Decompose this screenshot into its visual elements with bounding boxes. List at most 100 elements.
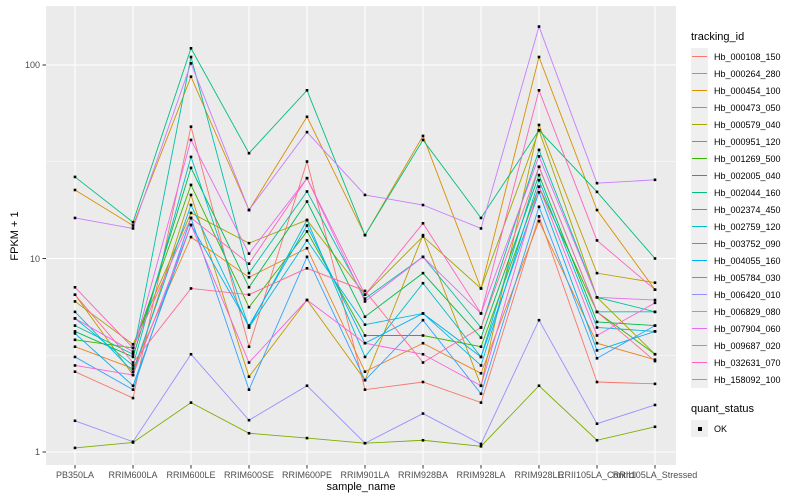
legend-label: Hb_158092_100 xyxy=(714,374,781,385)
data-point xyxy=(73,310,77,314)
data-point xyxy=(537,123,541,127)
legend-swatch xyxy=(691,320,708,337)
legend-label: Hb_002044_160 xyxy=(714,187,781,198)
data-point xyxy=(363,300,367,303)
legend-color-line xyxy=(692,157,707,160)
legend-swatch xyxy=(691,337,708,354)
legend-label: Hb_032631_070 xyxy=(714,357,781,368)
legend-entry: Hb_003752_090 xyxy=(691,235,781,252)
legend-label: Hb_000454_100 xyxy=(714,85,781,96)
data-point xyxy=(73,370,77,374)
data-point xyxy=(73,285,77,289)
data-point xyxy=(653,425,657,429)
data-point xyxy=(653,324,657,327)
data-point xyxy=(421,281,425,285)
data-point xyxy=(595,239,599,242)
data-point xyxy=(595,271,599,275)
legend-entry: Hb_000264_280 xyxy=(691,65,781,82)
data-point xyxy=(131,367,135,370)
legend-swatch xyxy=(691,133,708,150)
data-point xyxy=(653,359,657,363)
legend-entry: Hb_001269_500 xyxy=(691,150,781,167)
data-point xyxy=(363,441,367,445)
data-point xyxy=(363,193,367,197)
legend-color-line xyxy=(692,191,707,194)
data-point xyxy=(189,62,193,65)
legend-label: Hb_002005_040 xyxy=(714,170,781,181)
legend-swatch xyxy=(691,150,708,167)
x-tick-label: RRII105LA_Stressed xyxy=(612,470,698,480)
data-point xyxy=(73,300,77,303)
legend-swatch xyxy=(691,269,708,286)
data-point xyxy=(305,224,309,227)
data-point xyxy=(131,384,135,388)
data-point xyxy=(305,200,309,203)
legend-entry: Hb_158092_100 xyxy=(691,371,781,388)
data-point xyxy=(73,216,77,220)
legend-color-line xyxy=(692,89,707,92)
data-point xyxy=(305,239,309,242)
legend-color-line xyxy=(692,276,707,279)
data-point xyxy=(479,216,483,220)
data-point xyxy=(537,190,541,194)
data-point xyxy=(537,165,541,169)
legend-color-line xyxy=(692,327,707,330)
data-point xyxy=(131,355,135,359)
legend-label: OK xyxy=(714,423,728,434)
data-point xyxy=(653,358,657,361)
data-point xyxy=(421,380,425,384)
legend-color-line xyxy=(692,55,707,58)
legend-entry: Hb_000108_150 xyxy=(691,48,781,65)
legend-color-line xyxy=(692,106,707,109)
data-point xyxy=(305,218,309,222)
data-point xyxy=(479,372,483,375)
data-point xyxy=(479,392,483,396)
data-point xyxy=(247,361,251,364)
legend-entry: Hb_032631_070 xyxy=(691,354,781,371)
x-axis-title: sample_name xyxy=(326,481,396,493)
legend-color-line xyxy=(692,225,707,228)
legend-label: Hb_006829_080 xyxy=(714,306,781,317)
data-point xyxy=(131,352,135,356)
legend-swatch xyxy=(691,303,708,320)
data-point xyxy=(653,310,657,314)
data-point xyxy=(73,330,77,333)
data-point xyxy=(131,361,135,364)
data-point xyxy=(247,208,251,212)
data-point xyxy=(131,364,135,367)
legend-color-line xyxy=(692,361,707,364)
data-point xyxy=(421,334,425,337)
data-point xyxy=(247,151,251,155)
data-point xyxy=(653,403,657,407)
data-point xyxy=(131,224,135,227)
data-point xyxy=(247,326,251,329)
data-point xyxy=(305,246,309,250)
data-point xyxy=(189,166,193,170)
data-point xyxy=(305,115,309,119)
data-point xyxy=(479,384,483,388)
data-point xyxy=(595,438,599,442)
legend-color-line xyxy=(692,310,707,313)
data-point xyxy=(247,388,251,391)
legend-swatch xyxy=(691,286,708,303)
data-point xyxy=(247,285,251,289)
x-tick-label: RRIM600LA xyxy=(108,470,158,480)
data-point xyxy=(595,334,599,337)
data-point xyxy=(189,352,193,356)
data-point xyxy=(247,431,251,435)
data-point xyxy=(305,160,309,163)
data-point xyxy=(479,442,483,446)
legend-title-tracking-id: tracking_id xyxy=(691,31,745,43)
x-tick-label: RRIM928BA xyxy=(397,470,449,480)
legend-color-line xyxy=(692,72,707,75)
legend-swatch xyxy=(691,82,708,99)
data-point xyxy=(421,352,425,356)
data-point xyxy=(537,128,541,132)
data-point xyxy=(595,181,599,185)
legend-swatch xyxy=(691,354,708,371)
data-point xyxy=(305,130,309,134)
data-point xyxy=(363,293,367,297)
legend-color-line xyxy=(692,123,707,126)
data-point xyxy=(363,315,367,319)
legend-swatch xyxy=(691,184,708,201)
